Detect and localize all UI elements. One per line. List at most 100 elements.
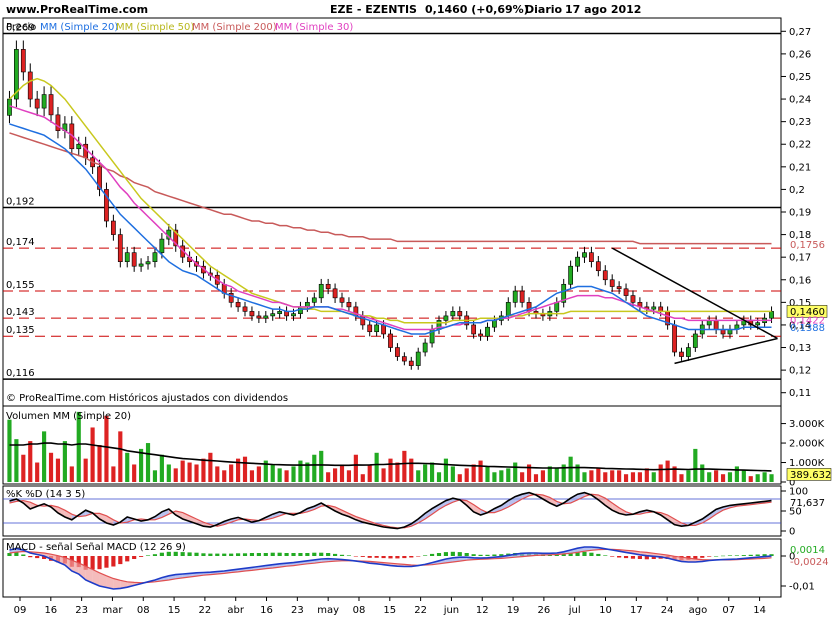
candle bbox=[575, 256, 580, 267]
level-label: 0,174 bbox=[6, 237, 35, 248]
macd-histogram-bar bbox=[215, 553, 220, 556]
macd-fill bbox=[78, 562, 86, 580]
volume-bar bbox=[312, 454, 317, 482]
stochastic-title: %K %D (14 3 5) bbox=[6, 489, 85, 500]
mm50-line bbox=[8, 77, 772, 324]
candle bbox=[152, 252, 158, 262]
price-axis-tick-label: 0,18 bbox=[789, 230, 811, 241]
macd-histogram-bar bbox=[166, 551, 171, 556]
candle bbox=[381, 324, 386, 335]
x-axis-label: 24 bbox=[661, 605, 674, 616]
legend-mm20: MM (Simple 20) bbox=[40, 22, 118, 33]
candle bbox=[457, 311, 463, 317]
x-axis-label: 12 bbox=[476, 605, 489, 616]
macd-histogram-bar bbox=[395, 556, 400, 559]
volume-bar bbox=[700, 464, 705, 482]
mm200-line bbox=[9, 132, 772, 245]
volume-bar bbox=[651, 472, 656, 482]
macd-histogram-bar bbox=[208, 553, 213, 556]
macd-histogram-bar bbox=[499, 554, 504, 556]
volume-bar bbox=[533, 474, 539, 482]
date-label: 17 ago 2012 bbox=[565, 3, 641, 16]
volume-bar bbox=[686, 470, 691, 482]
volume-bar bbox=[575, 464, 580, 482]
macd-histogram-bar bbox=[21, 554, 26, 556]
stochastic-last-value: 71,637 bbox=[790, 498, 825, 509]
candle bbox=[263, 315, 269, 319]
macd-histogram-bar bbox=[610, 556, 615, 557]
price-axis-tick-label: 0,19 bbox=[789, 208, 811, 219]
candle bbox=[104, 189, 109, 222]
volume-bar bbox=[35, 462, 40, 482]
candle bbox=[519, 290, 525, 303]
volume-bar bbox=[111, 466, 116, 482]
x-axis-label: mar bbox=[102, 605, 123, 616]
volume-bar bbox=[284, 470, 289, 482]
legend-price: Precio bbox=[6, 22, 36, 33]
volume-bar bbox=[540, 470, 545, 482]
volume-axis-tick-label: 3.000K bbox=[789, 419, 825, 430]
volume-bar bbox=[346, 470, 352, 482]
legend-mm200: MM (Simple 200) bbox=[192, 22, 277, 33]
price-axis-tick-label: 0,27 bbox=[789, 27, 811, 38]
volume-bar bbox=[76, 411, 81, 482]
x-axis-label: 09 bbox=[14, 605, 27, 616]
volume-bar bbox=[436, 472, 442, 482]
candle bbox=[755, 322, 761, 326]
candle bbox=[249, 311, 255, 317]
volume-bar bbox=[187, 462, 192, 482]
macd-histogram-bar bbox=[346, 555, 352, 556]
volume-bar bbox=[42, 431, 47, 482]
volume-bar bbox=[381, 468, 386, 482]
macd-histogram-bar bbox=[35, 556, 40, 559]
candle bbox=[602, 270, 608, 281]
volume-bar bbox=[229, 464, 234, 482]
volume-bar bbox=[450, 466, 455, 482]
macd-histogram-bar bbox=[603, 555, 608, 556]
macd-histogram-bar bbox=[132, 556, 137, 559]
candle bbox=[478, 333, 483, 337]
candle bbox=[97, 166, 102, 190]
macd-histogram-bar bbox=[741, 555, 746, 556]
macd-fill bbox=[106, 575, 114, 589]
candle bbox=[609, 279, 615, 287]
volume-bar bbox=[388, 458, 393, 482]
volume-bar bbox=[630, 472, 636, 482]
x-axis-label: 08 bbox=[137, 605, 150, 616]
macd-histogram-bar bbox=[42, 556, 47, 559]
candle bbox=[277, 311, 283, 314]
volume-bar bbox=[513, 462, 518, 482]
macd-histogram-bar bbox=[769, 554, 774, 556]
macd-histogram-bar bbox=[416, 556, 421, 557]
candle bbox=[505, 302, 511, 317]
volume-bar bbox=[242, 456, 248, 482]
macd-histogram-bar bbox=[554, 554, 559, 556]
stochastic-fill bbox=[432, 504, 439, 515]
macd-histogram-bar bbox=[104, 556, 109, 568]
price-axis-tick-label: 0,14 bbox=[789, 320, 811, 331]
candle bbox=[14, 49, 19, 100]
stochastic-fill bbox=[30, 502, 38, 509]
macd-histogram-bar bbox=[242, 553, 248, 556]
x-axis-label: 08 bbox=[353, 605, 366, 616]
stochastic-fill bbox=[272, 511, 280, 519]
candle bbox=[651, 306, 657, 310]
macd-fill bbox=[99, 572, 107, 588]
macd-histogram-bar bbox=[263, 553, 268, 556]
macd-histogram-bar bbox=[734, 555, 739, 556]
volume-bar bbox=[125, 452, 130, 482]
volume-bar bbox=[291, 466, 296, 482]
price-axis-tick-label: 0,23 bbox=[789, 117, 811, 128]
macd-histogram-bar bbox=[727, 555, 733, 556]
candle bbox=[595, 261, 601, 272]
candle bbox=[117, 234, 123, 262]
volume-bar bbox=[561, 464, 566, 482]
stochastic-fill bbox=[466, 500, 474, 512]
volume-bar bbox=[714, 470, 719, 482]
volume-axis-tick-label: 0 bbox=[789, 478, 795, 489]
volume-bar bbox=[492, 472, 497, 482]
candle bbox=[492, 320, 497, 328]
macd-histogram-bar bbox=[423, 555, 428, 556]
stochastic-fill bbox=[335, 507, 343, 515]
candle bbox=[679, 351, 684, 357]
